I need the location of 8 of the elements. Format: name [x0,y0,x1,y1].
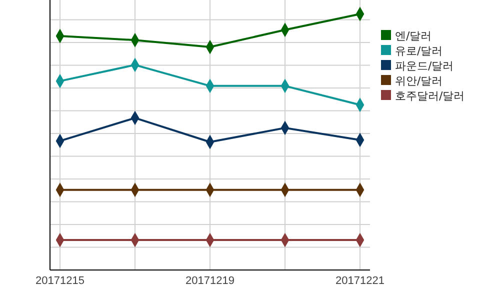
legend-label: 호주달러/달러 [395,90,465,102]
x-tick-label: 20171215 [36,274,84,287]
legend-label: 위안/달러 [395,74,443,88]
x-tick-label: 20171219 [186,274,234,287]
legend-label: 엔/달러 [395,30,432,42]
x-tick-label: 20171221 [336,274,384,287]
legend-label: 유로/달러 [395,44,443,58]
legend-label: 파운드/달러 [395,60,454,72]
